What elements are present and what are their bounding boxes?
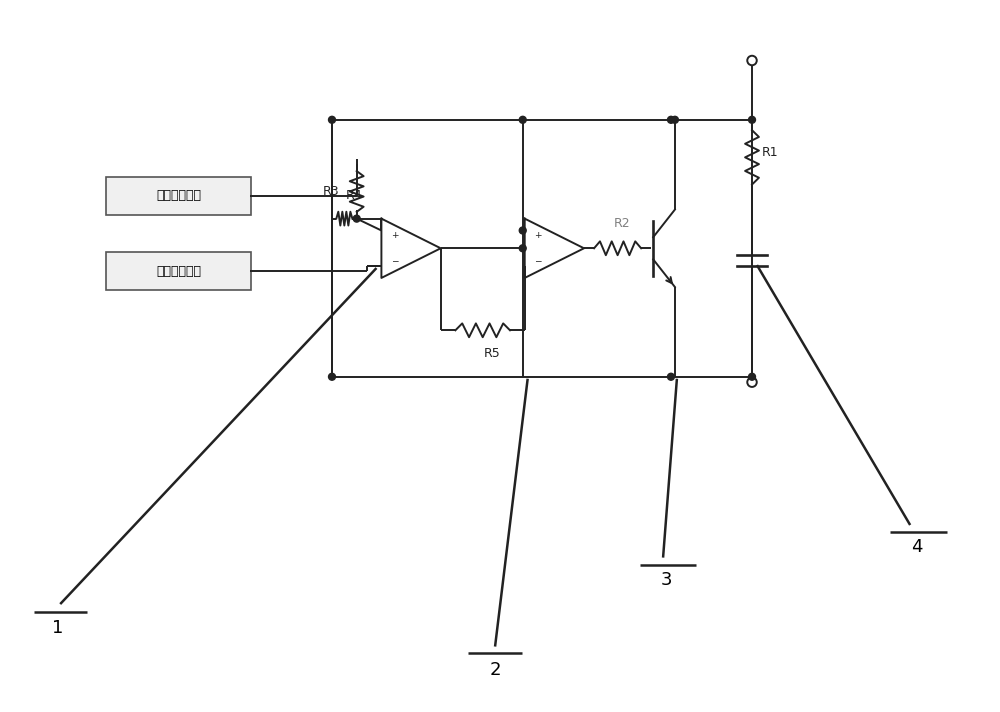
FancyBboxPatch shape: [106, 252, 251, 290]
Text: 3: 3: [660, 572, 672, 590]
Text: 4: 4: [911, 538, 923, 556]
Circle shape: [519, 227, 526, 234]
Text: R3: R3: [322, 185, 339, 198]
Circle shape: [668, 373, 674, 380]
Text: +: +: [391, 231, 398, 241]
Circle shape: [329, 116, 335, 123]
Circle shape: [519, 116, 526, 123]
Text: 1: 1: [52, 619, 63, 637]
Text: R4: R4: [346, 189, 363, 201]
Circle shape: [353, 215, 360, 222]
Circle shape: [749, 373, 755, 380]
Circle shape: [519, 245, 526, 252]
Text: R5: R5: [484, 347, 501, 360]
Text: +: +: [534, 231, 542, 241]
Text: 模组参考电压: 模组参考电压: [156, 189, 201, 202]
Text: R1: R1: [762, 146, 779, 159]
Circle shape: [671, 116, 678, 123]
Circle shape: [668, 116, 674, 123]
Circle shape: [749, 116, 755, 123]
Text: 2: 2: [489, 661, 501, 679]
Text: −: −: [391, 256, 398, 266]
Text: −: −: [534, 256, 542, 266]
FancyBboxPatch shape: [106, 177, 251, 215]
Circle shape: [329, 373, 335, 380]
Text: R2: R2: [614, 217, 631, 231]
Text: 单体参考电压: 单体参考电压: [156, 264, 201, 278]
